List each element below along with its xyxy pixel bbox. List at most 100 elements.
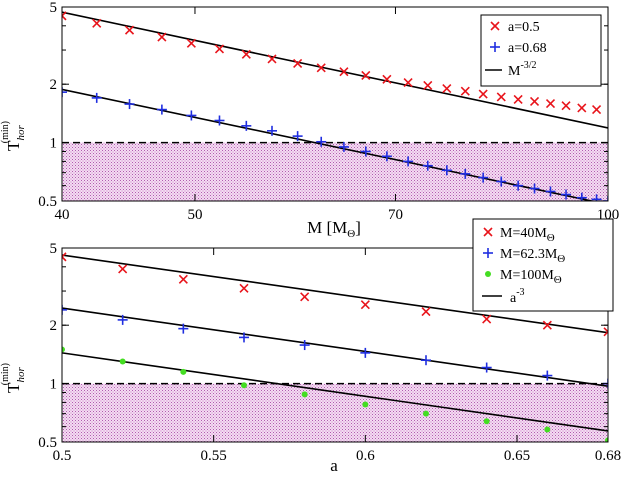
top-y-axis-title: Thor(min) bbox=[0, 121, 27, 151]
bottom-x-tick-label: 0.6 bbox=[356, 448, 375, 464]
top-series-1-point bbox=[316, 136, 327, 147]
bottom-series-1-point bbox=[117, 314, 128, 325]
bottom-x-tick-label: 0.68 bbox=[595, 448, 621, 464]
top-legend: a=0.5 a=0.68 M-3/2 bbox=[480, 14, 602, 87]
legend-label-fit: M-3/2 bbox=[508, 60, 537, 79]
bottom-series-0-point bbox=[603, 327, 608, 337]
top-series-0-point bbox=[529, 96, 540, 107]
legend-marker-dot bbox=[485, 271, 491, 277]
bottom-series-2-point bbox=[119, 358, 126, 365]
top-x-tick-label: 50 bbox=[187, 207, 202, 223]
bottom-series-0-point bbox=[239, 283, 249, 293]
bottom-series-2-point bbox=[423, 410, 429, 417]
top-plot-frame bbox=[61, 6, 609, 202]
bottom-plot-frame bbox=[61, 247, 609, 443]
top-series-0-point bbox=[513, 94, 523, 104]
bottom-series-0-point bbox=[178, 274, 188, 284]
top-series-0-point bbox=[267, 54, 277, 64]
bottom-y-tick-label: 0.5 bbox=[38, 435, 57, 451]
top-series-0-point bbox=[545, 98, 556, 109]
top-series-1-point bbox=[292, 131, 303, 142]
bottom-fit-m100-line bbox=[62, 352, 608, 432]
legend-label-m62: M=62.3MΘ bbox=[500, 247, 565, 265]
top-series-0-point bbox=[403, 77, 413, 88]
top-y-tick-label: 2 bbox=[50, 77, 58, 93]
bottom-x-axis-title: a bbox=[330, 456, 338, 475]
top-series-0-point bbox=[241, 49, 251, 59]
top-x-tick-label: 70 bbox=[388, 207, 403, 223]
top-series-1-point bbox=[422, 160, 433, 171]
top-series-0-point bbox=[214, 44, 225, 54]
bottom-fit-m40-line bbox=[62, 254, 608, 334]
bottom-fit-m62-line bbox=[62, 307, 608, 387]
bottom-series-0-point bbox=[118, 264, 128, 274]
bottom-y-tick-label: 1 bbox=[50, 377, 58, 393]
bottom-x-tick-label: 0.55 bbox=[201, 448, 227, 464]
bottom-series-2-point bbox=[62, 346, 65, 353]
top-y-tick-label: 1 bbox=[50, 136, 58, 152]
top-series-0-point bbox=[592, 105, 602, 115]
top-x-axis-title: M [MΘ] bbox=[307, 218, 361, 240]
top-series-1-point bbox=[478, 172, 489, 183]
top-series-0-point bbox=[442, 83, 452, 94]
bottom-series-0-point bbox=[300, 292, 310, 302]
top-series-0-point bbox=[124, 25, 135, 35]
top-series-1-point bbox=[241, 120, 252, 131]
bottom-series-2-point bbox=[301, 391, 308, 398]
bottom-series-0-point bbox=[62, 252, 67, 262]
legend-label-fit: a-3 bbox=[510, 287, 525, 306]
bottom-series-0-point bbox=[482, 314, 492, 324]
bottom-series-2-point bbox=[483, 418, 490, 425]
legend-marker-plus bbox=[490, 42, 500, 52]
top-series-1-point bbox=[266, 125, 277, 136]
bottom-shaded-region bbox=[62, 383, 608, 442]
legend-marker-x bbox=[490, 21, 500, 31]
top-series-0-point bbox=[423, 80, 433, 91]
top-series-0-point bbox=[478, 89, 488, 99]
top-series-0-point bbox=[577, 103, 587, 113]
bottom-series-1-point bbox=[421, 355, 431, 366]
legend-marker-x bbox=[483, 227, 493, 237]
bottom-series-1-point bbox=[178, 323, 189, 334]
top-y-tick-label: 5 bbox=[50, 0, 58, 16]
legend-marker-plus bbox=[483, 248, 493, 258]
top-x-tick-label: 40 bbox=[55, 207, 70, 223]
bottom-series-1-point bbox=[360, 347, 371, 358]
bottom-y-tick-label: 2 bbox=[50, 318, 58, 334]
bottom-legend: M=40MΘ M=62.3MΘ M=100MΘ a-3 bbox=[472, 218, 614, 312]
top-series-1-point bbox=[460, 168, 471, 179]
top-series-0-point bbox=[460, 86, 470, 96]
top-series-1-point bbox=[62, 87, 67, 98]
bottom-series-0-point bbox=[421, 307, 431, 317]
top-series-0-point bbox=[92, 18, 102, 28]
legend-label-a068: a=0.68 bbox=[508, 41, 547, 56]
bottom-x-tick-label: 0.65 bbox=[504, 448, 530, 464]
top-series-1-point bbox=[561, 189, 572, 200]
bottom-series-2-point bbox=[180, 368, 187, 375]
top-series-1-point bbox=[214, 115, 225, 126]
bottom-series-0-point bbox=[360, 300, 370, 310]
bottom-series-2-point bbox=[605, 437, 608, 442]
bottom-series-1-point bbox=[542, 370, 553, 381]
bottom-series-0-point bbox=[542, 320, 552, 330]
legend-label-a05: a=0.5 bbox=[508, 20, 540, 35]
top-series-1-point bbox=[513, 180, 524, 191]
bottom-y-axis-title: Thor(min) bbox=[0, 363, 27, 393]
bottom-series-1-point bbox=[481, 362, 492, 373]
top-series-0-point bbox=[157, 32, 167, 42]
top-series-1-point bbox=[496, 176, 507, 187]
top-shaded-region bbox=[62, 142, 608, 201]
top-series-0-point bbox=[186, 38, 196, 48]
top-series-1-point bbox=[591, 194, 602, 201]
top-series-0-point bbox=[561, 101, 571, 111]
bottom-series-1-point bbox=[299, 340, 310, 351]
top-series-1-point bbox=[529, 183, 540, 194]
top-series-1-point bbox=[186, 110, 197, 121]
top-series-1-point bbox=[381, 151, 392, 162]
top-series-1-point bbox=[91, 92, 102, 103]
bottom-series-1-point bbox=[239, 332, 249, 343]
top-series-0-point bbox=[339, 67, 349, 77]
top-series-1-point bbox=[360, 146, 371, 157]
bottom-x-tick-label: 0.5 bbox=[53, 448, 72, 464]
